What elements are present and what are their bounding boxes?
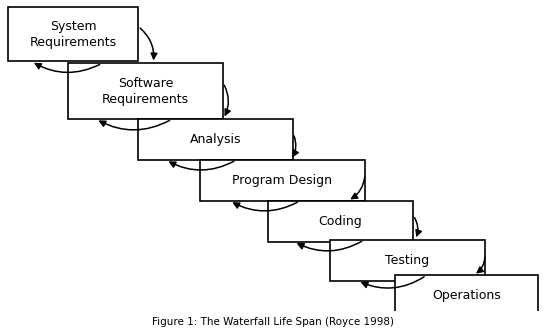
Text: Operations: Operations [432,289,501,302]
Bar [395,275,538,316]
Text: System
Requirements: System Requirements [29,20,116,49]
Bar [138,119,293,160]
Text: Testing: Testing [385,254,430,267]
Bar [8,7,138,61]
Bar [200,160,365,201]
Text: Program Design: Program Design [233,174,333,187]
Bar [330,240,485,281]
Text: Software
Requirements: Software Requirements [102,76,189,106]
Text: Figure 1: The Waterfall Life Span (Royce 1998): Figure 1: The Waterfall Life Span (Royce… [152,317,394,327]
Text: Coding: Coding [319,215,363,228]
Bar [268,201,413,242]
Text: Analysis: Analysis [190,133,241,146]
Bar [68,63,223,119]
